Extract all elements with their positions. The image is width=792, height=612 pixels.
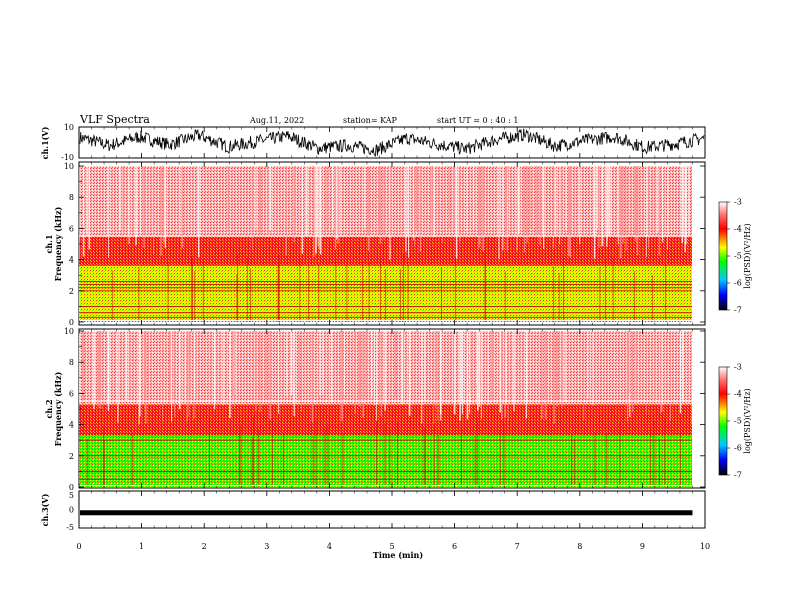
colorbar-tick-label: -7: [734, 471, 742, 480]
ch1-ytick-bottom: -10: [61, 153, 74, 162]
ytick-label: 6: [69, 224, 74, 233]
xtick-label: 9: [640, 542, 645, 551]
xtick-label: 2: [202, 542, 207, 551]
ch2-spectrogram-panel: 0 2 4 6 8 10 ch.2 Frequency (kHz): [44, 327, 706, 492]
colorbar-tick-label: -6: [734, 444, 742, 453]
ch1-spectrogram-panel: 0 2 4 6 8 10 ch.1 Frequency (kHz): [44, 161, 706, 327]
xtick-label: 10: [700, 542, 710, 551]
colorbar-tick-label: -4: [734, 225, 742, 234]
station-label: station= KAP: [343, 116, 398, 125]
xtick-label: 3: [264, 542, 269, 551]
ytick-label: 0: [69, 483, 74, 492]
ytick-label: 8: [69, 358, 74, 367]
ch1-colorbar-label: log(PSD)(V²/Hz): [743, 223, 752, 288]
colorbar-tick-label: -3: [734, 363, 742, 372]
colorbar-tick-label: -5: [734, 252, 742, 261]
ch1-ytick-top: 10: [64, 123, 74, 132]
ytick-label: 4: [69, 256, 74, 265]
ytick-label: 6: [69, 389, 74, 398]
spectrogram-band: [79, 236, 692, 266]
ch2-colorbar-label: log(PSD)(V²/Hz): [743, 388, 752, 453]
ch1-waveform-panel: 10 -10 ch.1(V): [40, 123, 706, 162]
colorbar-tick-label: -5: [734, 417, 742, 426]
ch1-spec-ylabel-b: Frequency (kHz): [53, 206, 63, 281]
xtick-label: 1: [139, 542, 144, 551]
ch1-colorbar: -3 -4 -5 -6 -7 log(PSD)(V²/Hz): [718, 198, 752, 315]
ch2-spec-ylabel-a: ch.2: [44, 399, 54, 418]
colorbar-tick-label: -3: [734, 198, 742, 207]
xtick-label: 8: [577, 542, 582, 551]
xaxis-label: Time (min): [373, 550, 423, 560]
colorbar-tick-label: -7: [734, 306, 742, 315]
ch3-ylabel: ch.3(V): [40, 493, 50, 526]
ytick-label: 10: [64, 327, 74, 336]
ch2-colorbar: -3 -4 -5 -6 -7 log(PSD)(V²/Hz): [718, 363, 752, 480]
xtick-label: 0: [76, 542, 81, 551]
ytick-label: 0: [69, 318, 74, 327]
ytick-label: 10: [64, 162, 74, 171]
ch3-waveform-panel: 5 -5 ch.3(V) 0: [40, 490, 706, 532]
ytick-label: 8: [69, 193, 74, 202]
ytick-label: 4: [69, 421, 74, 430]
spectrogram-band: [79, 166, 692, 237]
xtick-label: 5: [389, 542, 394, 551]
ch1-spec-ylabel-a: ch.1: [44, 234, 54, 253]
ch3-ytick-mid: 0: [69, 506, 74, 515]
date-label: Aug.11, 2022: [249, 116, 304, 125]
time-axis: 0 1 2 3 4 5 6 7 8 9 10: [76, 127, 710, 551]
ytick-label: 2: [69, 287, 74, 296]
ch3-ytick-bottom: -5: [66, 523, 74, 532]
ch1-ylabel: ch.1(V): [40, 126, 50, 159]
ch3-ytick-top: 5: [69, 491, 74, 500]
xtick-label: 6: [452, 542, 457, 551]
xtick-label: 4: [327, 542, 332, 551]
start-time-label: start UT = 0 : 40 : 1: [437, 116, 518, 125]
spectrogram-band: [79, 435, 692, 487]
colorbar-tick-label: -6: [734, 279, 742, 288]
ytick-label: 2: [69, 452, 74, 461]
figure-title: VLF Spectra: [79, 113, 150, 126]
ch2-spec-ylabel-b: Frequency (kHz): [53, 371, 63, 446]
colorbar-tick-label: -4: [734, 390, 742, 399]
ch1-waveform-line: [79, 128, 705, 157]
xtick-label: 7: [515, 542, 520, 551]
